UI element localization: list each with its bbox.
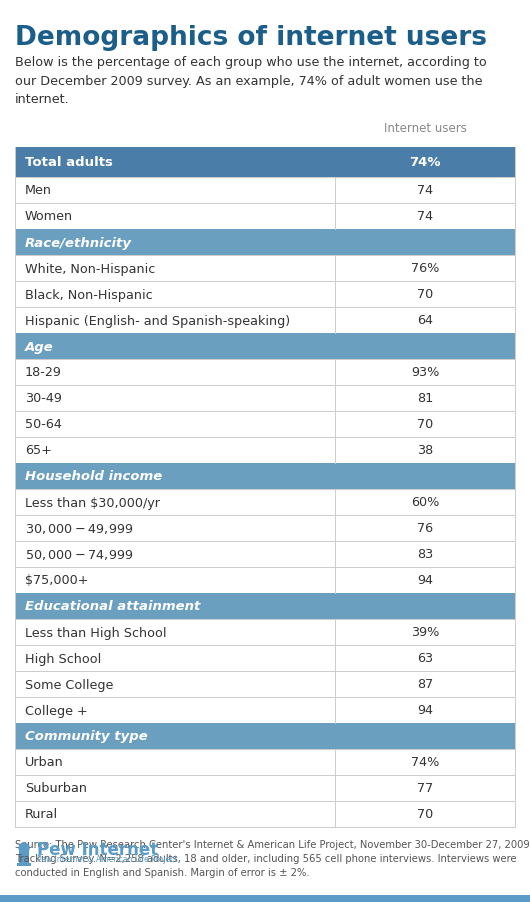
Text: Men: Men (25, 184, 52, 198)
Bar (15, 148, 515, 178)
Bar (15, 308, 515, 334)
Text: Educational attainment: Educational attainment (25, 600, 200, 612)
Text: 63: 63 (417, 652, 433, 665)
Bar (17, 863, 31, 866)
Text: 70: 70 (417, 418, 433, 431)
Bar (19, 850, 29, 864)
Text: Suburban: Suburban (25, 782, 87, 795)
Bar (15, 515, 515, 541)
Text: 76: 76 (417, 522, 433, 535)
Text: Hispanic (English- and Spanish-speaking): Hispanic (English- and Spanish-speaking) (25, 314, 290, 327)
Bar (15, 255, 515, 281)
Text: 70: 70 (417, 288, 433, 301)
Text: 74%: 74% (411, 756, 439, 769)
Text: Urban: Urban (25, 756, 64, 769)
Text: 64: 64 (417, 314, 433, 327)
Text: 83: 83 (417, 548, 433, 561)
Text: Below is the percentage of each group who use the internet, according to
our Dec: Below is the percentage of each group wh… (15, 56, 487, 106)
Bar (15, 385, 515, 411)
Bar (0, 895, 530, 902)
Text: $50,000-$74,999: $50,000-$74,999 (25, 548, 134, 561)
Text: 77: 77 (417, 782, 433, 795)
Text: Household income: Household income (25, 470, 162, 483)
Text: 50-64: 50-64 (25, 418, 62, 431)
Bar (15, 567, 515, 594)
Bar (15, 411, 515, 437)
Text: 74%: 74% (409, 156, 441, 170)
Text: 60%: 60% (411, 496, 439, 509)
Text: 76%: 76% (411, 262, 439, 275)
Bar (15, 671, 515, 697)
Bar (15, 620, 515, 645)
Text: Demographics of internet users: Demographics of internet users (15, 25, 487, 51)
Text: White, Non-Hispanic: White, Non-Hispanic (25, 262, 155, 275)
Text: Black, Non-Hispanic: Black, Non-Hispanic (25, 288, 153, 301)
Text: Race/ethnicity: Race/ethnicity (25, 236, 132, 249)
Text: 74: 74 (417, 210, 433, 224)
Bar (15, 204, 515, 230)
Bar (15, 490, 515, 515)
Text: 70: 70 (417, 807, 433, 821)
Text: Women: Women (25, 210, 73, 224)
Bar (15, 541, 515, 567)
Text: 93%: 93% (411, 366, 439, 379)
Bar (15, 281, 515, 308)
Bar (15, 360, 515, 385)
Text: 94: 94 (417, 704, 433, 717)
Bar (15, 697, 515, 723)
Circle shape (19, 843, 29, 853)
Text: 30-49: 30-49 (25, 392, 62, 405)
Text: Less than $30,000/yr: Less than $30,000/yr (25, 496, 160, 509)
Text: Community type: Community type (25, 730, 148, 742)
Bar (15, 334, 515, 360)
Text: 87: 87 (417, 677, 433, 691)
Text: 38: 38 (417, 444, 433, 457)
Bar (15, 594, 515, 620)
Text: Internet users: Internet users (384, 122, 466, 135)
Text: Total adults: Total adults (25, 156, 113, 170)
Text: 18-29: 18-29 (25, 366, 62, 379)
Bar (15, 437, 515, 464)
Text: 94: 94 (417, 574, 433, 587)
Text: Rural: Rural (25, 807, 58, 821)
Text: Pew Internet & American Life Project: Pew Internet & American Life Project (37, 854, 178, 863)
Text: Source: The Pew Research Center's Internet & American Life Project, November 30-: Source: The Pew Research Center's Intern… (15, 839, 530, 877)
Text: $75,000+: $75,000+ (25, 574, 89, 587)
Text: 39%: 39% (411, 626, 439, 639)
Text: 74: 74 (417, 184, 433, 198)
Bar (15, 178, 515, 204)
Text: Pew Internet: Pew Internet (37, 840, 158, 858)
Bar (15, 723, 515, 750)
Bar (15, 645, 515, 671)
Text: 65+: 65+ (25, 444, 52, 457)
Bar (15, 230, 515, 255)
Bar (15, 464, 515, 490)
Text: College +: College + (25, 704, 88, 717)
Text: Some College: Some College (25, 677, 113, 691)
Bar (15, 750, 515, 775)
Text: 81: 81 (417, 392, 433, 405)
Text: $30,000-$49,999: $30,000-$49,999 (25, 521, 134, 536)
Text: High School: High School (25, 652, 101, 665)
Text: Less than High School: Less than High School (25, 626, 166, 639)
Text: Age: Age (25, 340, 54, 353)
Bar (15, 801, 515, 827)
Bar (15, 775, 515, 801)
